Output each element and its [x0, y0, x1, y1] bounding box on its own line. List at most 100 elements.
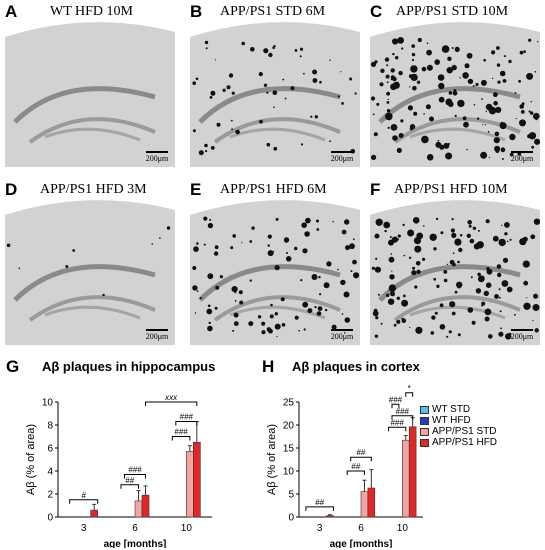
y-tick-label: 0 — [288, 513, 294, 524]
amyloid-plaque — [341, 102, 344, 105]
amyloid-plaque — [326, 261, 332, 267]
amyloid-plaque — [324, 308, 328, 312]
significance-bracket — [124, 473, 146, 479]
amyloid-plaque — [522, 236, 528, 242]
amyloid-plaque — [457, 99, 465, 108]
amyloid-plaque — [375, 218, 383, 226]
amyloid-plaque — [528, 132, 537, 140]
amyloid-plaque — [435, 141, 442, 148]
y-tick-label: 2 — [47, 490, 53, 501]
amyloid-plaque — [263, 48, 269, 54]
amyloid-plaque — [213, 251, 219, 256]
amyloid-plaque — [284, 97, 287, 100]
amyloid-plaque — [467, 220, 472, 225]
amyloid-plaque — [426, 42, 429, 45]
y-axis-label: Aβ (% of area) — [266, 424, 278, 495]
amyloid-plaque — [414, 245, 422, 253]
amyloid-plaque — [535, 118, 538, 121]
amyloid-plaque — [472, 226, 477, 230]
amyloid-plaque — [451, 47, 454, 49]
amyloid-plaque — [390, 75, 395, 80]
amyloid-plaque — [375, 316, 379, 320]
amyloid-plaque — [352, 259, 357, 265]
amyloid-plaque — [331, 324, 337, 330]
amyloid-plaque — [533, 112, 540, 120]
granule-layer — [44, 127, 141, 142]
significance-bracket — [305, 506, 334, 511]
amyloid-plaque — [537, 41, 539, 43]
amyloid-plaque — [485, 282, 492, 288]
amyloid-plaque — [502, 79, 507, 83]
amyloid-plaque — [344, 219, 350, 225]
amyloid-plaque — [354, 272, 356, 274]
amyloid-plaque — [65, 265, 69, 268]
amyloid-plaque — [435, 217, 439, 221]
panel-c: C APP/PS1 STD 10M 200μm — [370, 2, 540, 167]
amyloid-plaque — [393, 323, 397, 327]
amyloid-plaque — [446, 263, 449, 266]
amyloid-plaque — [298, 329, 300, 332]
amyloid-plaque — [294, 49, 298, 52]
amyloid-plaque — [509, 133, 516, 141]
amyloid-plaque — [316, 228, 320, 231]
amyloid-plaque — [466, 52, 473, 59]
amyloid-plaque — [403, 254, 406, 257]
amyloid-plaque — [234, 300, 237, 302]
significance-bracket — [391, 415, 414, 420]
legend-label: WT STD — [432, 404, 471, 415]
amyloid-plaque — [385, 74, 390, 79]
chart-title-h: Aβ plaques in cortex — [292, 359, 420, 374]
x-tick-label: 6 — [358, 523, 364, 534]
amyloid-plaque — [396, 319, 401, 324]
amyloid-plaque — [388, 284, 397, 292]
amyloid-plaque — [263, 83, 268, 88]
amyloid-plaque — [316, 311, 322, 316]
amyloid-plaque — [281, 323, 286, 327]
amyloid-plaque — [493, 92, 498, 98]
micrograph-f — [370, 180, 540, 345]
significance-label: ## — [351, 462, 360, 471]
amyloid-plaque — [397, 234, 401, 238]
amyloid-plaque — [446, 67, 453, 74]
amyloid-plaque — [491, 50, 496, 55]
amyloid-plaque — [497, 272, 502, 278]
amyloid-plaque — [386, 81, 389, 84]
amyloid-plaque — [429, 233, 437, 241]
amyloid-plaque — [475, 288, 482, 294]
significance-bracket — [171, 436, 191, 441]
amyloid-plaque — [526, 72, 534, 80]
amyloid-plaque — [266, 142, 271, 147]
amyloid-plaque — [353, 272, 360, 279]
amyloid-plaque — [446, 335, 449, 338]
amyloid-plaque — [430, 331, 435, 335]
legend-label: WT HFD — [432, 415, 471, 426]
significance-bracket — [391, 403, 400, 409]
chart-letter-g: G — [6, 357, 20, 376]
amyloid-plaque — [373, 132, 378, 137]
amyloid-plaque — [401, 47, 404, 50]
amyloid-plaque — [448, 101, 454, 108]
amyloid-plaque — [384, 57, 390, 62]
amyloid-plaque — [415, 261, 421, 266]
amyloid-plaque — [459, 234, 463, 237]
amyloid-plaque — [205, 47, 208, 50]
amyloid-plaque — [332, 221, 334, 223]
amyloid-plaque — [407, 105, 413, 111]
amyloid-plaque — [457, 333, 461, 337]
panel-title: APP/PS1 HFD 10M — [394, 182, 508, 197]
amyloid-plaque — [498, 288, 501, 291]
amyloid-plaque — [504, 232, 508, 236]
amyloid-plaque — [498, 331, 504, 337]
amyloid-plaque — [409, 326, 411, 328]
amyloid-plaque — [518, 79, 521, 83]
amyloid-plaque — [283, 237, 290, 243]
bar — [408, 426, 417, 518]
amyloid-plaque — [528, 38, 532, 42]
amyloid-plaque — [232, 234, 236, 238]
amyloid-plaque — [194, 312, 197, 314]
amyloid-plaque — [505, 333, 512, 340]
amyloid-plaque — [438, 82, 445, 90]
legend-item: WT STD — [420, 404, 497, 415]
amyloid-plaque — [400, 119, 404, 123]
amyloid-plaque — [522, 260, 530, 268]
